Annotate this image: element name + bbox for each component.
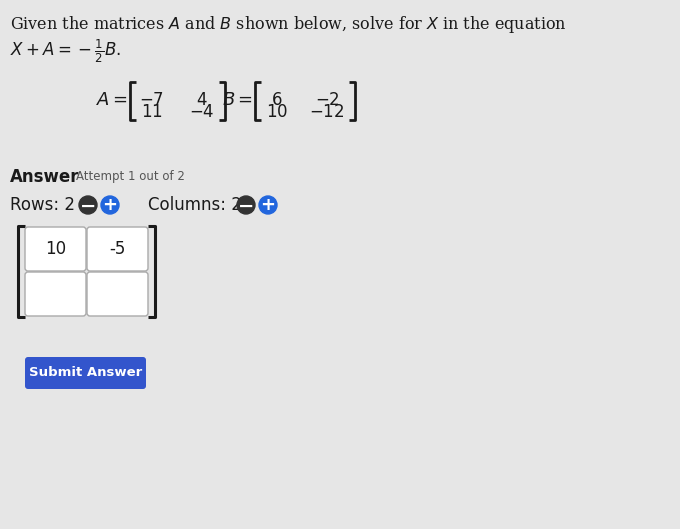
Text: $4$: $4$ <box>197 92 208 109</box>
Text: $10$: $10$ <box>266 104 288 121</box>
Circle shape <box>101 196 119 214</box>
Text: $X + A = -\frac{1}{2}B.$: $X + A = -\frac{1}{2}B.$ <box>10 38 121 66</box>
FancyBboxPatch shape <box>25 357 146 389</box>
Text: Rows: 2: Rows: 2 <box>10 196 75 214</box>
Text: $A =$: $A =$ <box>96 91 128 109</box>
Text: -5: -5 <box>109 240 126 258</box>
Text: $-12$: $-12$ <box>309 104 345 121</box>
Circle shape <box>237 196 255 214</box>
FancyBboxPatch shape <box>25 227 86 271</box>
FancyBboxPatch shape <box>25 272 86 316</box>
FancyBboxPatch shape <box>87 272 148 316</box>
Text: +: + <box>260 196 275 214</box>
Text: Columns: 2: Columns: 2 <box>148 196 242 214</box>
Circle shape <box>259 196 277 214</box>
Text: $B =$: $B =$ <box>222 91 253 109</box>
Text: $-2$: $-2$ <box>315 92 339 109</box>
Text: −: − <box>238 196 254 215</box>
Text: 10: 10 <box>45 240 66 258</box>
Circle shape <box>79 196 97 214</box>
Text: −: − <box>80 196 96 215</box>
Text: $-7$: $-7$ <box>139 92 165 109</box>
Text: Attempt 1 out of 2: Attempt 1 out of 2 <box>76 170 185 183</box>
Text: Given the matrices $A$ and $B$ shown below, solve for $X$ in the equation: Given the matrices $A$ and $B$ shown bel… <box>10 14 567 35</box>
Text: $11$: $11$ <box>141 104 163 121</box>
FancyBboxPatch shape <box>87 227 148 271</box>
Text: $-4$: $-4$ <box>189 104 215 121</box>
Text: $6$: $6$ <box>271 92 283 109</box>
Text: Submit Answer: Submit Answer <box>29 367 142 379</box>
Text: Answer: Answer <box>10 168 80 186</box>
Text: +: + <box>103 196 118 214</box>
